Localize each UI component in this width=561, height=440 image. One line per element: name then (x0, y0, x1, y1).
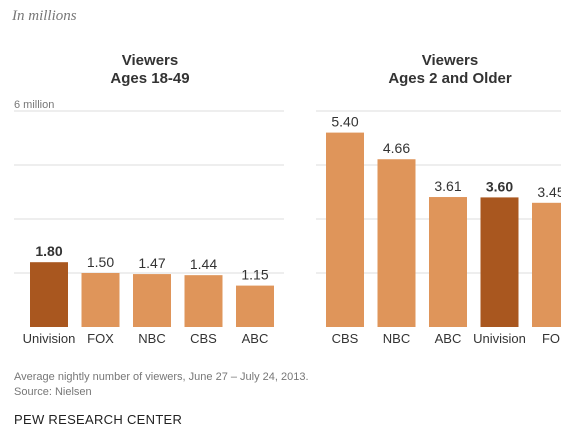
chart-note: Average nightly number of viewers, June … (14, 370, 309, 400)
right-category-label-3: Univision (473, 331, 526, 346)
note-text: Average nightly number of viewers, June … (14, 371, 309, 383)
right-bar-4 (532, 202, 561, 327)
left-axis-label: 6 million (14, 99, 54, 111)
right-panel-title-line2: Ages 2 and Older (388, 70, 512, 87)
right-category-label-0: CBS (332, 331, 359, 346)
left-bar-3 (184, 275, 223, 327)
right-bar-1 (377, 159, 416, 327)
right-value-label-4: 3.45 (537, 184, 561, 200)
left-category-label-3: CBS (190, 331, 217, 346)
right-bar-0 (326, 132, 364, 327)
organization-name: PEW RESEARCH CENTER (14, 412, 183, 427)
left-category-label-1: FOX (87, 331, 114, 346)
left-panel-title-line1: Viewers (121, 52, 179, 69)
left-panel-title: Viewers Ages 18-49 (40, 52, 260, 88)
left-bar-1 (81, 273, 120, 327)
right-value-label-2: 3.61 (434, 178, 461, 194)
left-value-label-1: 1.50 (87, 254, 114, 270)
right-value-label-1: 4.66 (383, 140, 410, 156)
left-bar-0 (30, 262, 68, 327)
left-category-label-2: NBC (138, 331, 165, 346)
left-category-label-4: ABC (242, 331, 269, 346)
left-bar-4 (236, 285, 274, 327)
right-value-label-0: 5.40 (331, 114, 358, 130)
right-category-label-4: FO (542, 331, 560, 346)
right-panel-title-line1: Viewers (421, 52, 479, 69)
right-bar-2 (429, 197, 467, 327)
right-panel-title: Viewers Ages 2 and Older (340, 52, 560, 88)
right-category-label-2: ABC (435, 331, 462, 346)
left-category-label-0: Univision (23, 331, 76, 346)
source-text: Source: Nielsen (14, 386, 92, 398)
left-panel-title-line2: Ages 18-49 (110, 70, 190, 87)
right-value-label-3: 3.60 (486, 178, 513, 194)
left-value-label-0: 1.80 (35, 243, 62, 259)
right-bar-3 (480, 197, 519, 327)
bar-charts: 6 million 1.80 Univision 1.50 FOX 1.47 NBC 1.44… (14, 99, 561, 346)
left-bar-2 (133, 274, 171, 327)
left-value-label-3: 1.44 (190, 256, 217, 272)
left-value-label-2: 1.47 (138, 255, 165, 271)
right-category-label-1: NBC (383, 331, 410, 346)
left-value-label-4: 1.15 (241, 267, 268, 283)
chart-subtitle: In millions (12, 8, 77, 24)
